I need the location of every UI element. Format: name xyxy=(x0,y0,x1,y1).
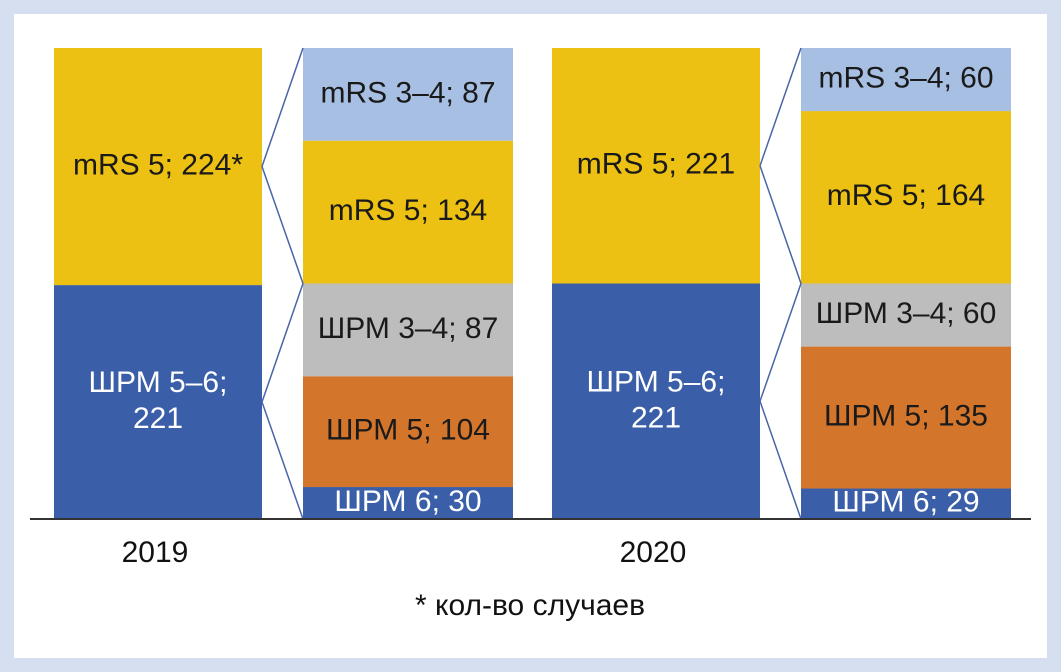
labels-layer: ШРМ 5–6; 221 mRS 5; 224* ШРМ 6; 30 ШРМ 5; 10… xyxy=(73,61,996,518)
connector-2020-lower-top xyxy=(759,283,802,402)
summary-2020-label-1: mRS 5; 221 xyxy=(577,148,735,181)
detail-2020-segment-3 xyxy=(801,111,1011,284)
summary-2019-label-0: ШРМ 5–6; 221 xyxy=(89,366,228,435)
summary-2019-segment-0 xyxy=(54,285,262,519)
detail-2019-segment-4 xyxy=(303,48,513,141)
detail-2019-segment-0 xyxy=(303,487,513,519)
summary-2019-segment-1 xyxy=(54,48,262,286)
x-tick-label-2020: 2020 xyxy=(620,536,687,569)
detail-2020-label-4: mRS 3–4; 60 xyxy=(818,61,993,94)
detail-2020-label-0: ШРМ 6; 29 xyxy=(832,486,979,519)
detail-2020-label-1: ШРМ 5; 135 xyxy=(824,399,988,432)
detail-2019-segment-2 xyxy=(303,283,513,377)
detail-2019-label-1: ШРМ 5; 104 xyxy=(326,414,490,447)
connector-2019-lower-bottom xyxy=(261,401,304,520)
x-axis-labels: 2019 2020 xyxy=(122,536,687,569)
connector-2020-upper-top xyxy=(759,47,802,166)
detail-2019-segment-3 xyxy=(303,140,513,284)
detail-2020-label-2: ШРМ 3–4; 60 xyxy=(816,297,997,330)
detail-2020-segment-0 xyxy=(801,488,1011,519)
connectors-layer xyxy=(261,47,802,520)
connector-2020-upper-bottom xyxy=(759,165,802,284)
summary-2020-segment-1 xyxy=(552,48,760,284)
detail-2019-segment-1 xyxy=(303,376,513,488)
detail-2019-label-4: mRS 3–4; 87 xyxy=(320,76,495,109)
connector-2020-lower-bottom xyxy=(759,401,802,520)
x-tick-label-2019: 2019 xyxy=(122,536,189,569)
detail-2019-label-0: ШРМ 6; 30 xyxy=(334,485,481,518)
connector-2019-upper-top xyxy=(261,47,304,167)
detail-2019-label-2: ШРМ 3–4; 87 xyxy=(318,312,499,345)
footnote: * кол-во случаев xyxy=(415,589,645,622)
bars-layer xyxy=(54,48,1011,519)
connector-2019-upper-bottom xyxy=(261,166,304,284)
detail-2019-label-3: mRS 5; 134 xyxy=(329,194,487,227)
summary-2019-label-1: mRS 5; 224* xyxy=(73,148,243,181)
detail-2020-segment-4 xyxy=(801,48,1011,112)
detail-2020-segment-1 xyxy=(801,346,1011,489)
summary-2020-segment-0 xyxy=(552,283,760,519)
connector-2019-lower-top xyxy=(261,283,304,403)
detail-2020-segment-2 xyxy=(801,283,1011,347)
detail-2020-label-3: mRS 5; 164 xyxy=(827,179,985,212)
summary-2020-label-0: ШРМ 5–6; 221 xyxy=(587,365,726,434)
